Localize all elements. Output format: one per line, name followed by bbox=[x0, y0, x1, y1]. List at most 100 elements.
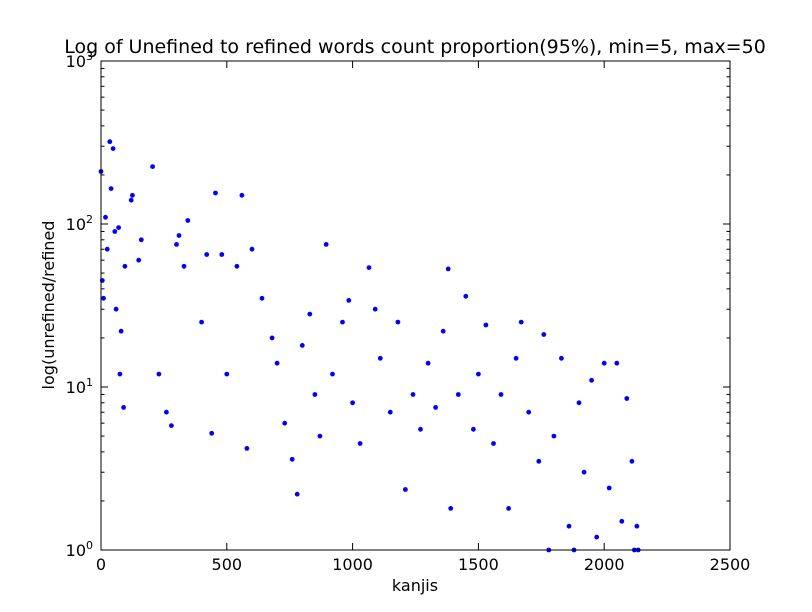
data-point bbox=[377, 355, 383, 361]
data-point bbox=[164, 409, 169, 415]
data-point bbox=[104, 246, 110, 252]
data-point bbox=[274, 360, 280, 366]
x-tick-label: 500 bbox=[212, 555, 243, 574]
data-point bbox=[346, 298, 352, 303]
data-point bbox=[410, 392, 416, 397]
data-point bbox=[312, 392, 318, 397]
data-point bbox=[619, 518, 625, 524]
data-point bbox=[122, 263, 128, 269]
data-point bbox=[513, 355, 519, 361]
data-point bbox=[498, 392, 504, 397]
data-point bbox=[614, 360, 620, 366]
x-tick-label: 1500 bbox=[458, 555, 499, 574]
data-point bbox=[395, 319, 401, 325]
data-point bbox=[455, 392, 461, 397]
y-tick-label: 102 bbox=[66, 213, 93, 234]
chart-title: Log of Unefined to refined words count p… bbox=[64, 36, 766, 58]
data-point bbox=[117, 371, 123, 377]
data-point bbox=[121, 405, 126, 410]
data-point bbox=[518, 319, 524, 325]
data-point bbox=[128, 197, 134, 203]
data-point bbox=[269, 335, 275, 341]
plot-area bbox=[101, 61, 730, 550]
data-point bbox=[433, 405, 438, 410]
data-point bbox=[107, 139, 113, 145]
data-point bbox=[440, 328, 446, 334]
data-point bbox=[425, 360, 431, 366]
data-point bbox=[113, 306, 119, 312]
data-point bbox=[101, 295, 106, 301]
y-axis-label: log(unrefined/refined bbox=[39, 221, 58, 390]
data-point bbox=[483, 322, 489, 328]
data-point bbox=[176, 233, 182, 238]
data-point bbox=[136, 257, 142, 263]
data-point bbox=[299, 343, 305, 348]
data-point bbox=[536, 458, 542, 464]
data-point bbox=[357, 441, 363, 446]
data-point bbox=[589, 377, 594, 383]
data-point bbox=[224, 371, 230, 377]
data-point bbox=[289, 456, 295, 462]
x-tick-label: 1000 bbox=[332, 555, 373, 574]
data-point bbox=[181, 263, 187, 269]
data-point bbox=[169, 423, 174, 428]
data-point bbox=[282, 420, 288, 426]
data-point bbox=[471, 426, 476, 432]
data-point bbox=[156, 371, 162, 377]
data-point bbox=[209, 430, 215, 436]
data-point bbox=[491, 441, 496, 446]
y-tick-label: 101 bbox=[66, 376, 93, 397]
data-point bbox=[259, 295, 265, 301]
data-point bbox=[116, 225, 121, 231]
data-point bbox=[506, 506, 511, 511]
data-point bbox=[566, 523, 572, 529]
data-point bbox=[448, 506, 454, 511]
data-point bbox=[340, 319, 345, 325]
y-tick-labels: 100 101 102 103 bbox=[66, 50, 93, 560]
data-point bbox=[249, 246, 255, 252]
data-point bbox=[118, 328, 124, 334]
data-point bbox=[112, 229, 118, 234]
data-point bbox=[317, 433, 323, 439]
data-point bbox=[445, 266, 451, 272]
data-point bbox=[244, 446, 250, 451]
data-point bbox=[551, 433, 557, 439]
data-point bbox=[219, 252, 225, 257]
data-point bbox=[624, 396, 630, 401]
x-tick-labels: 0 500 1000 1500 2000 2500 bbox=[96, 555, 750, 574]
data-point bbox=[526, 409, 532, 415]
x-tick-label: 2500 bbox=[710, 555, 751, 574]
x-tick-label: 2000 bbox=[584, 555, 625, 574]
data-point bbox=[150, 164, 156, 170]
data-point bbox=[372, 306, 378, 312]
x-axis-label: kanjis bbox=[392, 576, 438, 595]
y-tick-label: 103 bbox=[66, 50, 93, 71]
data-point bbox=[418, 426, 423, 432]
data-point bbox=[234, 263, 240, 269]
data-point bbox=[634, 523, 640, 529]
data-point bbox=[541, 332, 547, 337]
data-point bbox=[174, 242, 179, 247]
data-point bbox=[606, 485, 612, 491]
data-point bbox=[476, 371, 481, 377]
data-point bbox=[330, 371, 335, 377]
data-point bbox=[130, 192, 135, 198]
data-point bbox=[576, 400, 582, 406]
data-point bbox=[559, 355, 564, 361]
x-tick-label: 0 bbox=[96, 555, 106, 574]
data-point bbox=[350, 400, 355, 406]
data-point bbox=[601, 360, 607, 366]
data-point bbox=[110, 146, 116, 152]
data-point bbox=[108, 186, 114, 192]
data-point bbox=[629, 458, 635, 464]
data-point bbox=[323, 242, 329, 247]
plot-frame bbox=[100, 60, 731, 551]
data-point bbox=[103, 214, 108, 220]
data-point bbox=[213, 190, 218, 196]
data-point bbox=[594, 534, 600, 540]
data-point bbox=[239, 192, 245, 198]
data-points bbox=[98, 139, 641, 553]
data-point bbox=[366, 265, 372, 270]
data-point bbox=[294, 491, 300, 497]
